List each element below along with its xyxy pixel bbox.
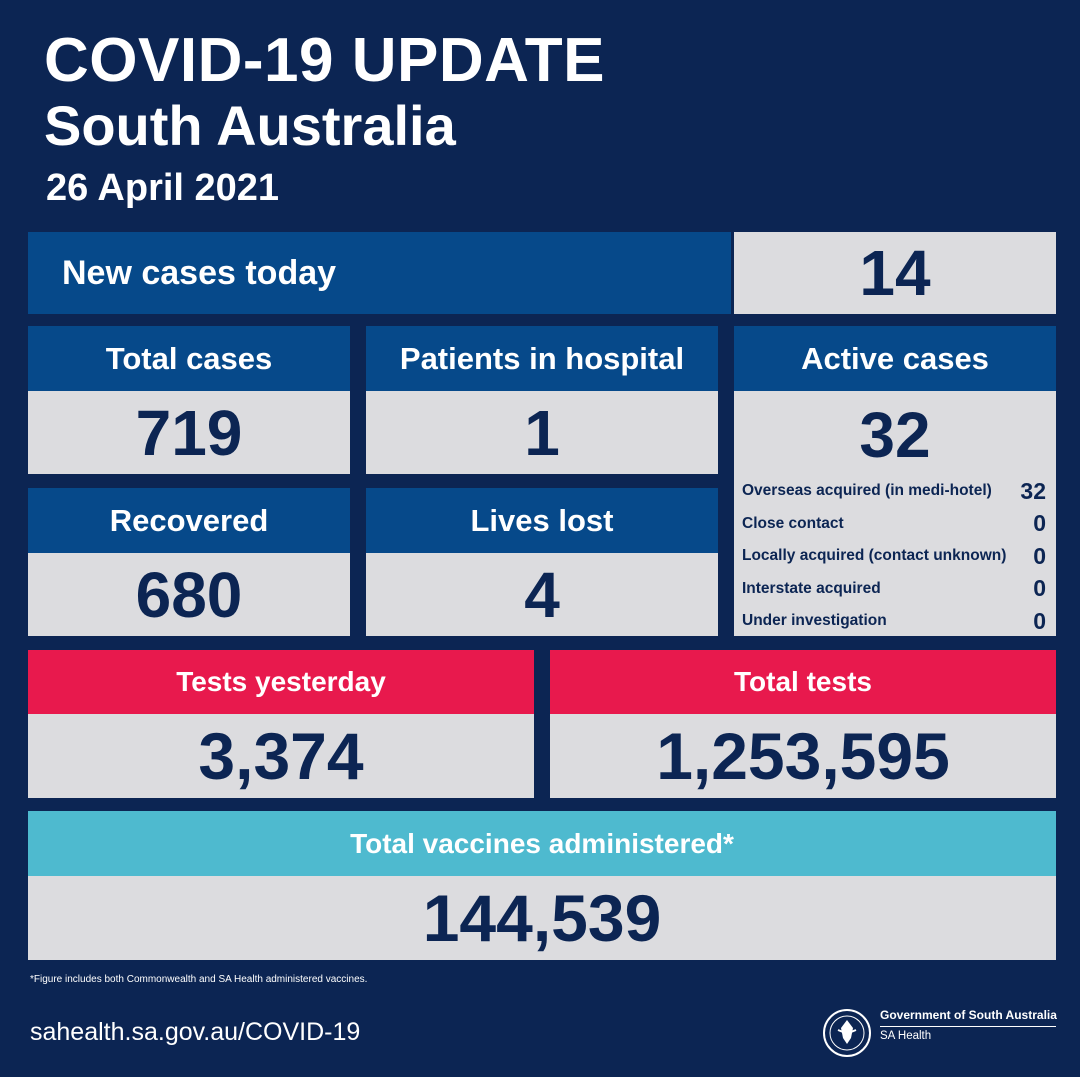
breakdown-label: Close contact	[742, 514, 844, 532]
active-cases-value: 32	[859, 399, 931, 471]
sa-government-crest-icon	[822, 1008, 872, 1058]
department-name: SA Health	[880, 1030, 932, 1042]
active-cases-panel: 32 Overseas acquired (in medi-hotel) 32 …	[734, 391, 1056, 636]
recovered-value: 680	[28, 553, 350, 636]
tests-yesterday-value: 3,374	[28, 714, 534, 798]
breakdown-value: 0	[1033, 607, 1046, 634]
lives-lost-label: Lives lost	[366, 488, 718, 553]
breakdown-row: Under investigation 0	[742, 605, 1046, 638]
page-title: COVID-19 UPDATE	[44, 26, 605, 95]
breakdown-label: Under investigation	[742, 612, 887, 630]
region-subtitle: South Australia	[44, 94, 456, 157]
vaccines-value: 144,539	[28, 876, 1056, 960]
total-cases-label: Total cases	[28, 326, 350, 391]
new-cases-label: New cases today	[28, 232, 731, 314]
breakdown-label: Interstate acquired	[742, 579, 881, 597]
breakdown-row: Close contact 0	[742, 508, 1046, 541]
breakdown-value: 0	[1033, 542, 1046, 569]
update-date: 26 April 2021	[46, 167, 280, 209]
breakdown-label: Locally acquired (contact unknown)	[742, 547, 1007, 565]
breakdown-row: Overseas acquired (in medi-hotel) 32	[742, 475, 1046, 508]
total-tests-value: 1,253,595	[550, 714, 1056, 798]
tests-yesterday-label: Tests yesterday	[28, 650, 534, 714]
government-logo-text: Government of South Australia SA Health	[880, 1008, 1057, 1042]
total-tests-label: Total tests	[550, 650, 1056, 714]
breakdown-value: 32	[1020, 477, 1046, 504]
breakdown-label: Overseas acquired (in medi-hotel)	[742, 482, 992, 500]
breakdown-row: Interstate acquired 0	[742, 573, 1046, 606]
breakdown-value: 0	[1033, 510, 1046, 537]
recovered-label: Recovered	[28, 488, 350, 553]
hospital-label: Patients in hospital	[366, 326, 718, 391]
new-cases-value: 14	[734, 232, 1056, 314]
hospital-value: 1	[366, 391, 718, 474]
lives-lost-value: 4	[366, 553, 718, 636]
breakdown-value: 0	[1033, 575, 1046, 602]
breakdown-row: Locally acquired (contact unknown) 0	[742, 540, 1046, 573]
footnote: *Figure includes both Commonwealth and S…	[30, 974, 368, 985]
website-link[interactable]: sahealth.sa.gov.au/COVID-19	[30, 1018, 361, 1046]
vaccines-label: Total vaccines administered*	[28, 811, 1056, 876]
active-cases-label: Active cases	[734, 326, 1056, 391]
total-cases-value: 719	[28, 391, 350, 474]
active-breakdown-list: Overseas acquired (in medi-hotel) 32 Clo…	[742, 475, 1046, 638]
government-name: Government of South Australia	[880, 1008, 1057, 1027]
